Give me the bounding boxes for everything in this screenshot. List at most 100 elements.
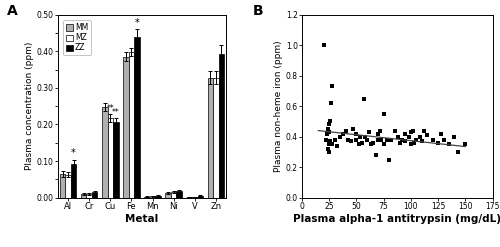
Bar: [92, 192, 98, 198]
X-axis label: Metal: Metal: [126, 214, 158, 224]
Text: A: A: [7, 4, 18, 18]
Point: [396, 141, 404, 145]
Bar: [218, 54, 224, 198]
Point: [322, 138, 330, 142]
Y-axis label: Plasma concentration (ppm): Plasma concentration (ppm): [24, 42, 34, 170]
Bar: [134, 38, 140, 198]
Bar: [150, 196, 156, 198]
Point: [325, 142, 333, 146]
Bar: [102, 107, 108, 198]
Point: [372, 153, 380, 157]
Point: [404, 135, 412, 139]
Point: [374, 132, 382, 136]
Point: [349, 127, 357, 131]
Y-axis label: Plasma non-heme iron (ppm): Plasma non-heme iron (ppm): [274, 41, 283, 172]
Point: [418, 139, 426, 143]
Bar: [123, 57, 128, 198]
Point: [462, 142, 469, 146]
Point: [410, 141, 418, 145]
Point: [324, 147, 332, 151]
Text: **: **: [106, 104, 114, 113]
Point: [380, 112, 388, 116]
Point: [385, 158, 393, 162]
Text: *: *: [71, 148, 76, 159]
Bar: [176, 191, 182, 198]
Point: [325, 123, 333, 126]
Point: [378, 138, 386, 142]
Point: [416, 135, 424, 139]
Bar: [113, 122, 118, 198]
Point: [352, 132, 360, 136]
Point: [328, 142, 336, 146]
Bar: [171, 192, 176, 198]
Point: [390, 129, 398, 133]
Point: [412, 138, 420, 142]
Point: [330, 138, 338, 142]
Point: [361, 135, 369, 139]
Point: [445, 142, 453, 146]
Bar: [166, 193, 171, 198]
Point: [324, 127, 332, 131]
Point: [438, 132, 446, 136]
Point: [320, 43, 328, 47]
Point: [366, 130, 374, 134]
Bar: [186, 197, 192, 198]
Text: B: B: [252, 4, 263, 18]
Bar: [144, 197, 150, 198]
Legend: MM, MZ, ZZ: MM, MZ, ZZ: [63, 21, 91, 55]
Point: [364, 138, 372, 142]
Bar: [108, 118, 113, 198]
Point: [354, 142, 362, 146]
Bar: [208, 78, 213, 198]
Point: [387, 138, 395, 142]
Point: [325, 130, 333, 134]
Bar: [128, 52, 134, 198]
Bar: [81, 194, 86, 198]
Point: [402, 139, 409, 143]
Point: [360, 97, 368, 101]
Point: [347, 139, 355, 143]
Text: *: *: [134, 18, 140, 28]
Point: [402, 132, 409, 136]
Point: [380, 142, 388, 146]
Point: [344, 138, 351, 142]
Point: [434, 141, 442, 145]
Point: [352, 138, 360, 142]
Point: [368, 141, 376, 145]
Point: [407, 130, 415, 134]
Point: [342, 129, 349, 133]
Point: [398, 138, 406, 142]
Text: **: **: [112, 108, 120, 117]
Point: [407, 142, 415, 146]
Point: [326, 120, 334, 124]
Point: [325, 150, 333, 154]
Point: [428, 138, 436, 142]
Point: [450, 135, 458, 139]
Point: [440, 138, 448, 142]
X-axis label: Plasma alpha-1 antitrypsin (mg/dL): Plasma alpha-1 antitrypsin (mg/dL): [293, 214, 500, 224]
Bar: [156, 196, 161, 198]
Point: [420, 129, 428, 133]
Point: [376, 129, 384, 133]
Bar: [86, 194, 92, 198]
Bar: [192, 197, 198, 198]
Point: [356, 135, 364, 139]
Point: [366, 142, 374, 146]
Point: [358, 141, 366, 145]
Point: [328, 101, 336, 105]
Point: [383, 138, 391, 142]
Point: [328, 84, 336, 88]
Point: [336, 135, 344, 139]
Bar: [60, 174, 66, 198]
Point: [394, 135, 402, 139]
Point: [326, 139, 334, 143]
Point: [374, 138, 382, 142]
Point: [340, 132, 347, 136]
Bar: [198, 196, 203, 198]
Point: [423, 133, 431, 137]
Bar: [213, 78, 218, 198]
Bar: [66, 175, 71, 198]
Point: [454, 150, 462, 154]
Point: [409, 129, 417, 133]
Point: [323, 132, 331, 136]
